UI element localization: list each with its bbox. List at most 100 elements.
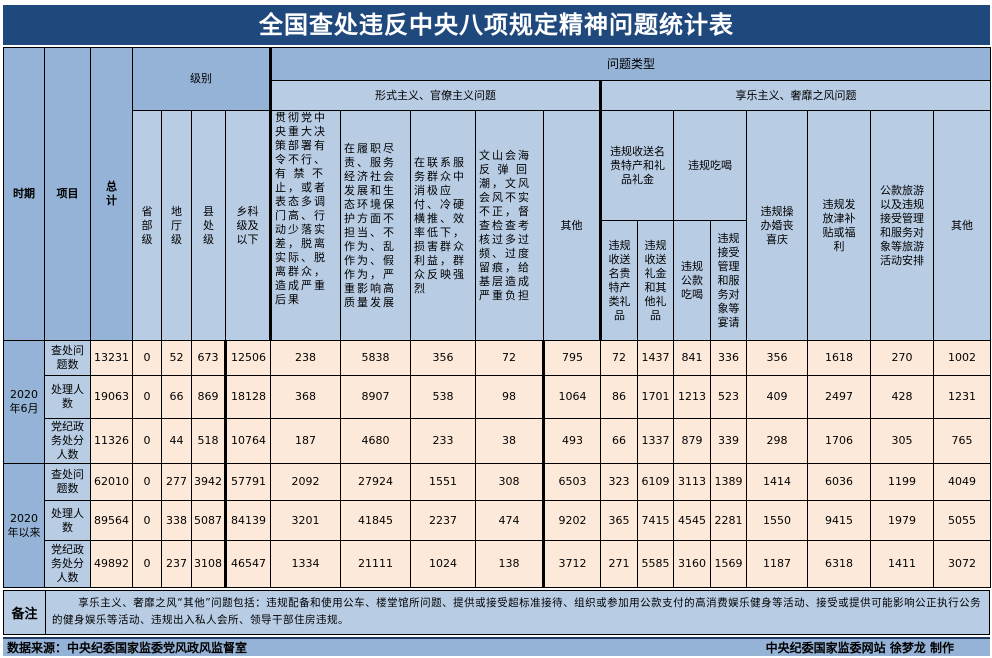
row-item-label: 查处问题数 xyxy=(44,340,91,376)
note-text: 享乐主义、奢靡之风“其他”问题包括：违规配备和使用公车、楼堂馆所问题、提供或接受… xyxy=(52,597,982,626)
data-cell: 8907 xyxy=(340,375,411,419)
table-row: 党纪政务处分人数 49892 0 237 3108 46547 1334 21111 1024 1… xyxy=(4,540,992,588)
data-cell: 46547 xyxy=(225,540,271,588)
data-cell: 270 xyxy=(870,340,934,376)
data-cell: 523 xyxy=(710,375,747,419)
data-cell: 1334 xyxy=(270,540,341,588)
data-cell: 237 xyxy=(161,540,192,588)
col-label: 公款旅游以及违规接受管理和服务对象等旅游活动安排 xyxy=(880,183,924,267)
data-cell: 52 xyxy=(161,340,192,376)
data-cell: 1551 xyxy=(410,463,476,501)
header-level-prefectural: 地厅级 xyxy=(161,110,192,341)
data-cell: 0 xyxy=(132,540,162,588)
data-cell: 0 xyxy=(132,340,162,376)
data-cell: 7415 xyxy=(637,500,674,541)
data-cell: 841 xyxy=(673,340,711,376)
data-cell: 1213 xyxy=(673,375,711,419)
data-cell: 3942 xyxy=(191,463,227,501)
data-cell: 27924 xyxy=(340,463,411,501)
data-cell: 879 xyxy=(673,418,711,464)
data-cell: 271 xyxy=(600,540,638,588)
data-cell: 1002 xyxy=(932,340,992,376)
data-cell: 338 xyxy=(161,500,192,541)
header-dining-public: 违规公款吃喝 xyxy=(673,220,711,341)
period-label: 2020年6月 xyxy=(3,340,45,464)
header-formalism-col-4: 文山会海反 弹 回潮，文风会风不实不正，督查检查考核过多过频、过度留痕，给基层造… xyxy=(475,110,544,341)
data-cell: 0 xyxy=(132,463,162,501)
data-cell: 538 xyxy=(410,375,476,419)
header-dining-group: 违规吃喝 xyxy=(673,110,747,221)
data-cell: 1024 xyxy=(410,540,476,588)
header-formalism-col-2: 在履职尽责、服务经济社会发展和生态环境保护方面不担当、不作为、乱作为、假作为，严… xyxy=(340,110,411,341)
data-cell: 2281 xyxy=(710,500,747,541)
data-cell: 62010 xyxy=(90,463,133,501)
data-cell: 474 xyxy=(475,500,545,541)
data-cell: 1569 xyxy=(710,540,747,588)
header-item: 项目 xyxy=(44,47,91,341)
level-label: 地厅级 xyxy=(171,204,182,246)
data-cell: 869 xyxy=(191,375,227,419)
header-allowances: 违规发放津补贴或福利 xyxy=(807,110,871,341)
row-item-label: 党纪政务处分人数 xyxy=(44,540,91,588)
data-cell: 323 xyxy=(600,463,638,501)
header-level-county: 县处级 xyxy=(191,110,226,341)
data-cell: 187 xyxy=(270,418,341,464)
header-problem-type: 问题类型 xyxy=(269,47,992,81)
data-cell: 356 xyxy=(410,340,476,376)
data-cell: 298 xyxy=(746,418,808,464)
data-cell: 795 xyxy=(543,340,601,376)
data-cell: 49892 xyxy=(90,540,133,588)
data-cell: 66 xyxy=(161,375,192,419)
header-level-township: 乡科级及以下 xyxy=(225,110,272,341)
data-cell: 1437 xyxy=(637,340,674,376)
data-cell: 38 xyxy=(475,418,545,464)
header-formalism: 形式主义、官僚主义问题 xyxy=(270,80,602,111)
row-item-label: 处理人数 xyxy=(44,500,91,541)
header-weddings-funerals: 违规操办婚丧喜庆 xyxy=(746,110,808,341)
table-title: 全国查处违反中央八项规定精神问题统计表 xyxy=(3,5,990,45)
period-label: 2020年以来 xyxy=(3,463,45,588)
header-gifts-money: 违规收送礼金和其他礼品 xyxy=(637,220,674,341)
data-cell: 0 xyxy=(132,375,162,419)
header-hedonism-other: 其他 xyxy=(932,110,992,341)
level-label: 省部级 xyxy=(141,204,153,246)
row-item-label: 党纪政务处分人数 xyxy=(44,418,91,464)
header-travel: 公款旅游以及违规接受管理和服务对象等旅游活动安排 xyxy=(870,110,934,341)
data-cell: 6109 xyxy=(637,463,674,501)
data-cell: 1618 xyxy=(807,340,871,376)
data-cell: 1064 xyxy=(543,375,601,419)
data-cell: 1706 xyxy=(807,418,871,464)
table-body: 2020年6月 查处问题数 13231 0 52 673 12506 238 5838 356 72… xyxy=(3,340,992,588)
data-cell: 9415 xyxy=(807,500,871,541)
data-cell: 44 xyxy=(161,418,192,464)
footer: 数据来源：中央纪委国家监委党风政风监督室 中央纪委国家监委网站 徐梦龙 制作 xyxy=(3,637,990,656)
data-cell: 66 xyxy=(600,418,638,464)
data-cell: 3712 xyxy=(543,540,601,588)
data-cell: 86 xyxy=(600,375,638,419)
data-cell: 1199 xyxy=(870,463,934,501)
data-cell: 12506 xyxy=(225,340,271,376)
data-cell: 72 xyxy=(475,340,545,376)
data-cell: 1337 xyxy=(637,418,674,464)
data-cell: 368 xyxy=(270,375,341,419)
data-cell: 3108 xyxy=(191,540,227,588)
header-formalism-other: 其他 xyxy=(543,110,602,341)
header-hedonism: 享乐主义、奢靡之风问题 xyxy=(599,80,992,111)
gifts-group-label: 违规收送名贵特产和礼品礼金 xyxy=(610,144,665,186)
note-label: 备注 xyxy=(4,591,46,634)
header-level-group: 级别 xyxy=(132,47,272,111)
data-cell: 6036 xyxy=(807,463,871,501)
table-row: 处理人数 19063 0 66 869 18128 368 8907 538 98 1064 86 17… xyxy=(4,375,992,419)
data-cell: 518 xyxy=(191,418,227,464)
data-cell: 2237 xyxy=(410,500,476,541)
data-cell: 305 xyxy=(870,418,934,464)
table-row: 2020年以来 查处问题数 62010 0 277 3942 57791 2092 27924 1… xyxy=(3,463,992,588)
note-section: 备注 享乐主义、奢靡之风“其他”问题包括：违规配备和使用公车、楼堂馆所问题、提供… xyxy=(3,590,990,635)
data-cell: 339 xyxy=(710,418,747,464)
row-item-label: 处理人数 xyxy=(44,375,91,419)
data-cell: 2092 xyxy=(270,463,341,501)
data-cell: 238 xyxy=(270,340,341,376)
data-cell: 308 xyxy=(475,463,545,501)
data-cell: 9202 xyxy=(543,500,601,541)
credit: 中央纪委国家监委网站 徐梦龙 制作 xyxy=(765,641,954,655)
